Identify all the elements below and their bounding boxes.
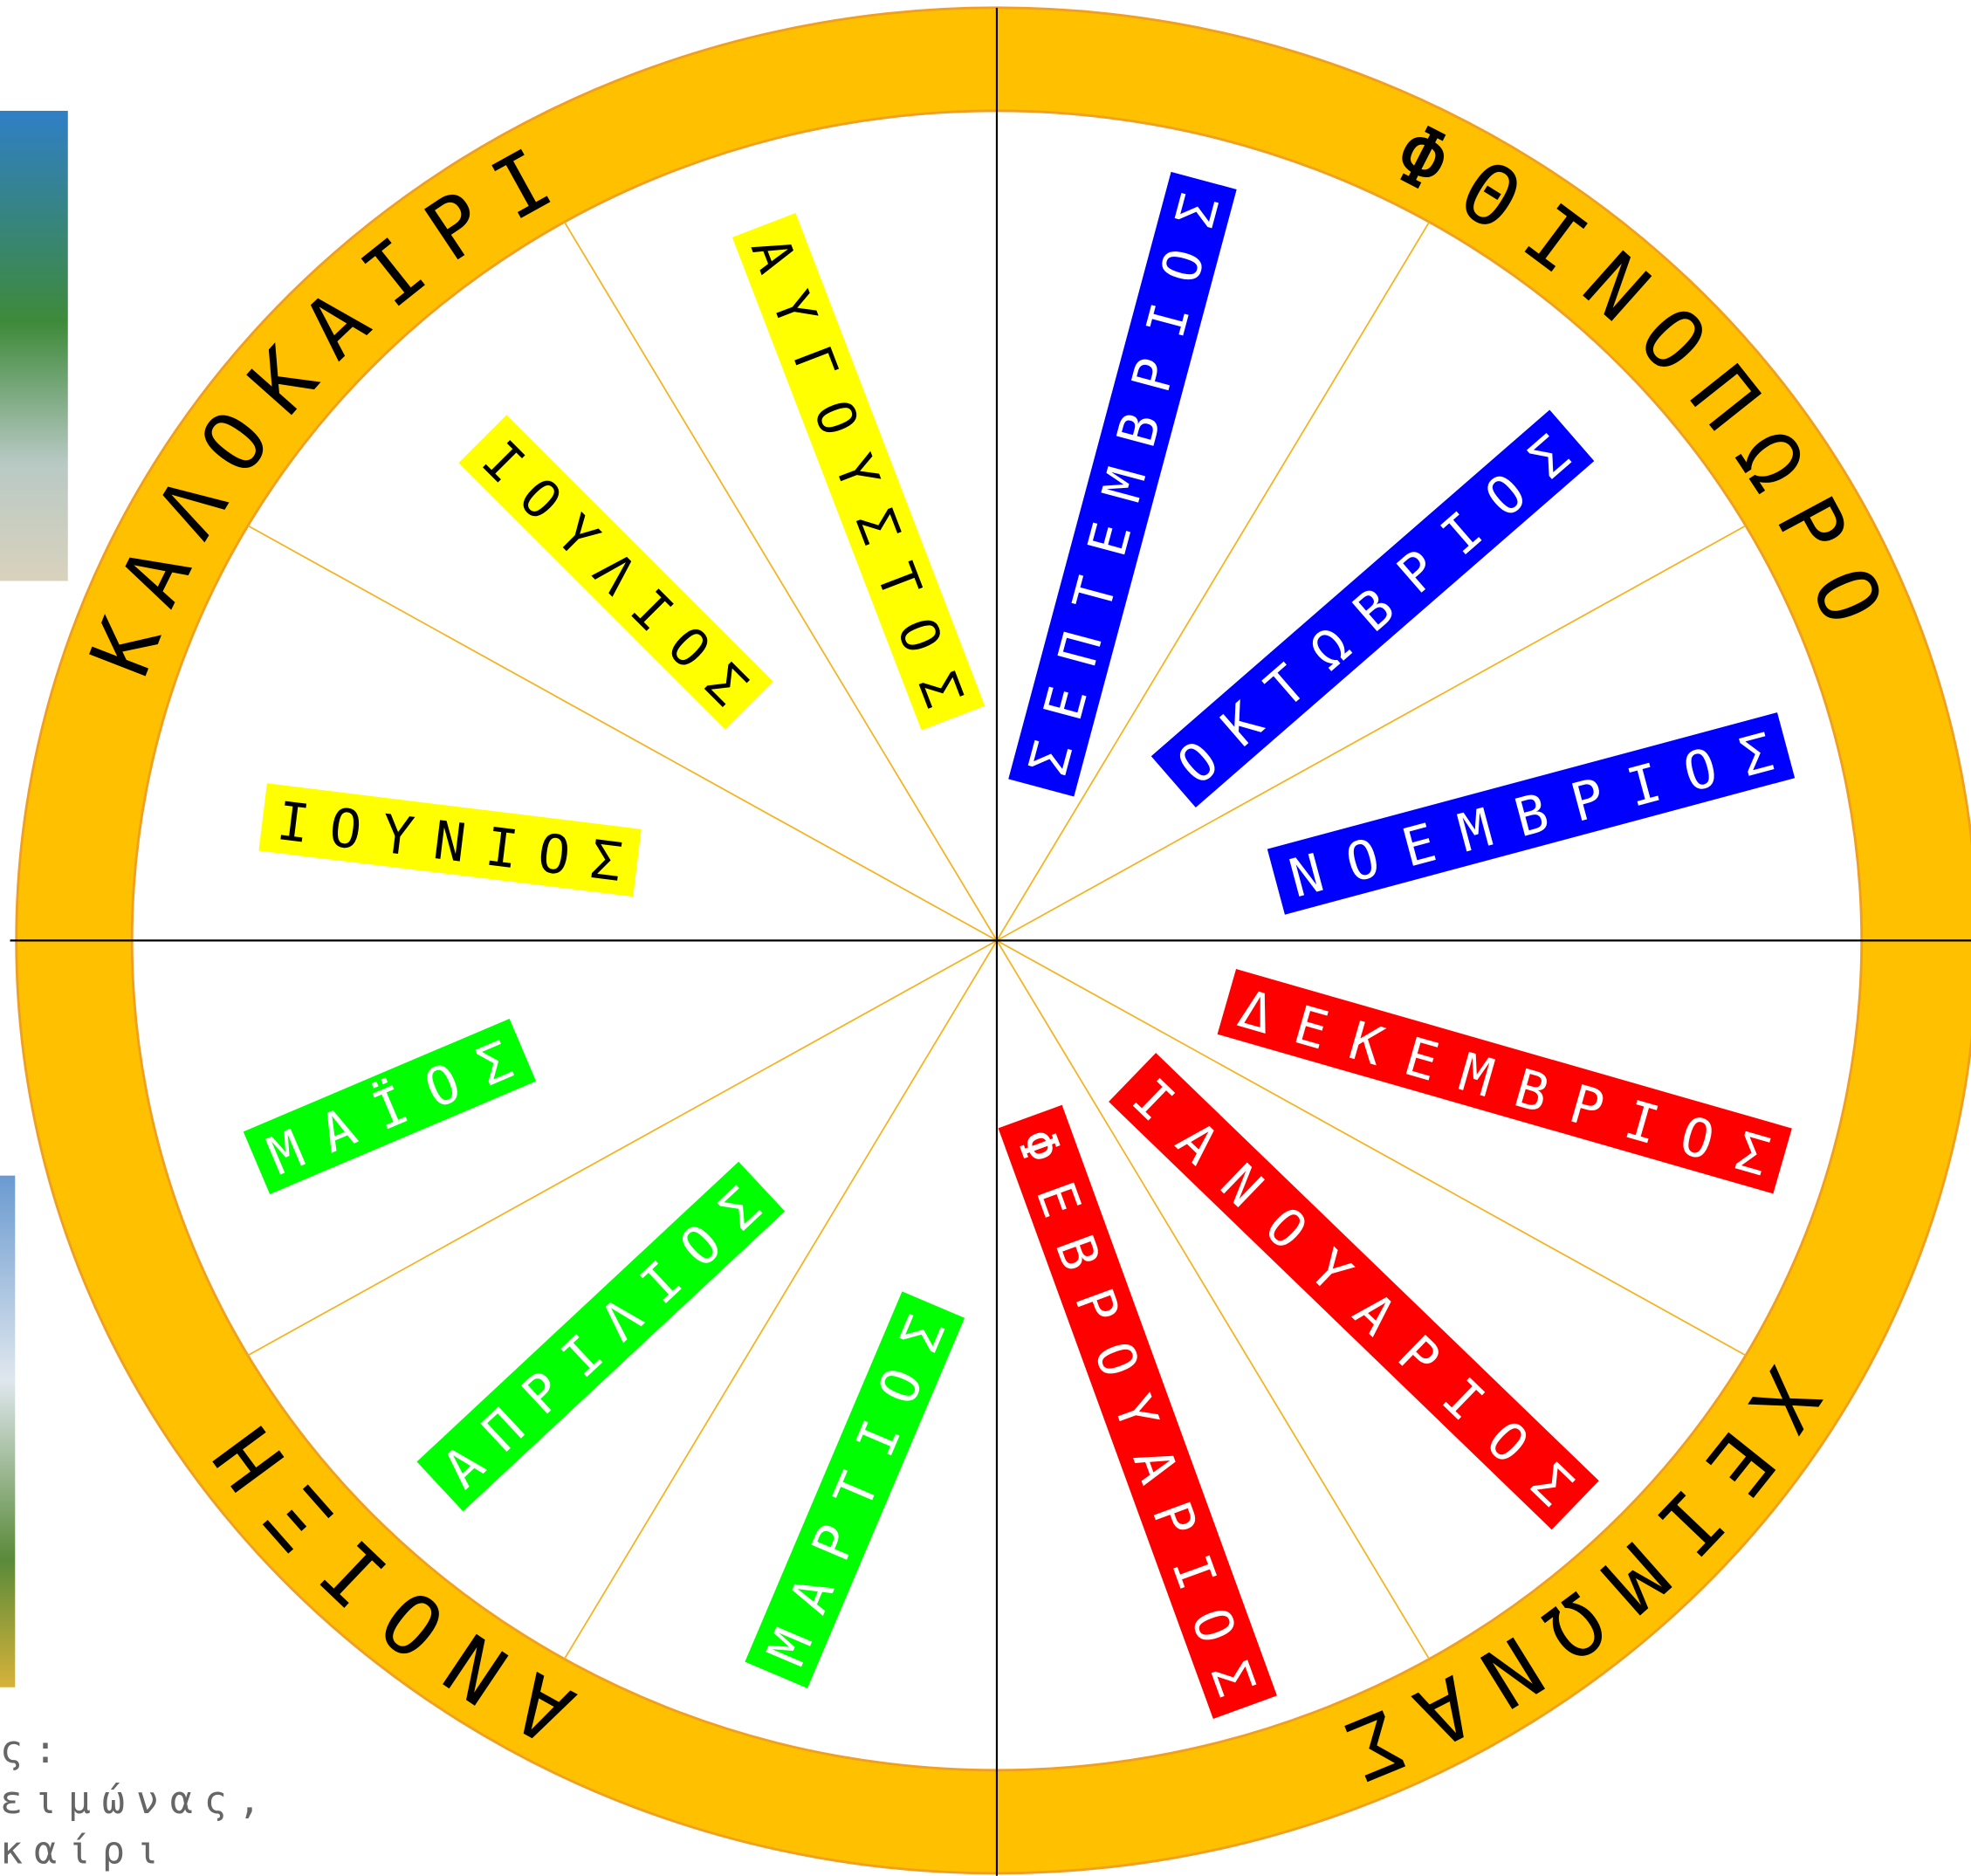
season-wheel: ΚΑΛΟΚΑΙΡΙΦΘΙΝΟΠΩΡΟΧΕΙΜΩΝΑΣΑΝΟΙΞΗ ΙΟΥΝΙΟΣ… bbox=[0, 0, 1971, 1876]
side-note-line: καίρι bbox=[0, 1829, 170, 1873]
photo bbox=[0, 111, 68, 581]
page: {"wheel": { "seasons": [ {"label": "ΚΑΛΟ… bbox=[0, 0, 1971, 1876]
photo bbox=[0, 1176, 15, 1687]
side-note-line: ς: bbox=[0, 1728, 68, 1772]
side-note-line: ειμώνας, bbox=[0, 1779, 272, 1823]
side-note: ς: ειμώνας, καίρι bbox=[0, 1728, 272, 1873]
